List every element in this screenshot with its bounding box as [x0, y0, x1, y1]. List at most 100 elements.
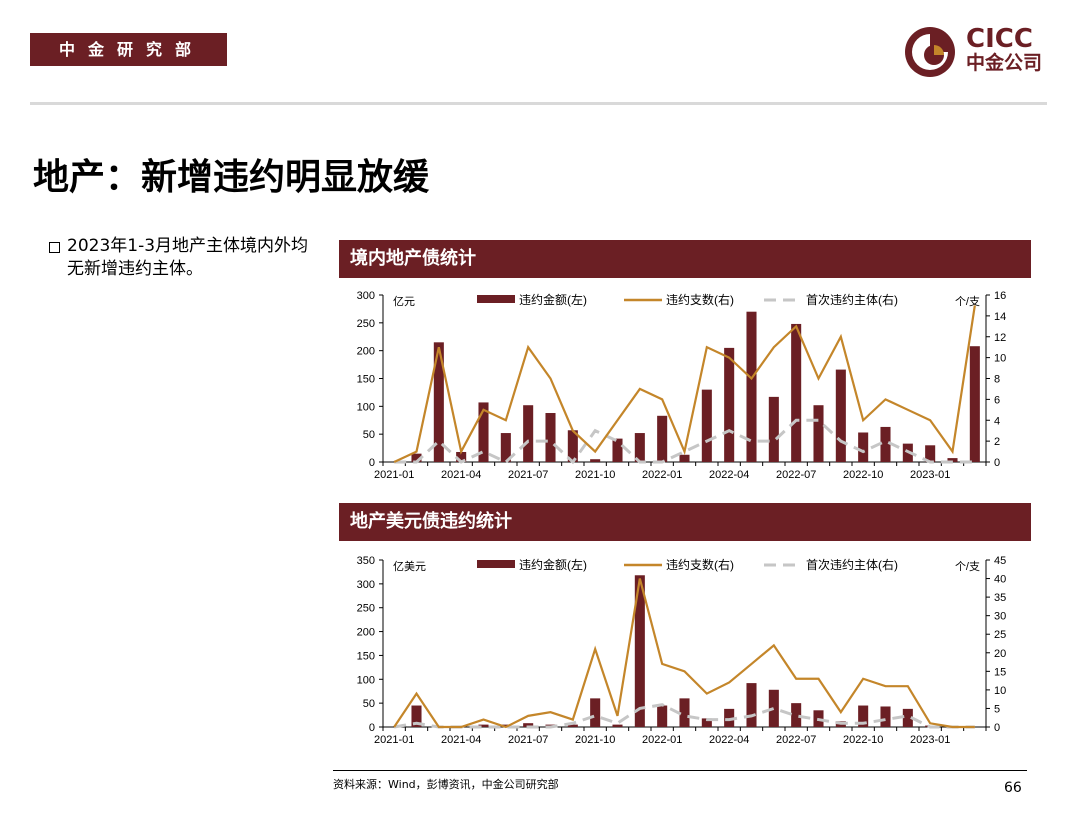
right-tick-label: 12 — [994, 332, 1006, 344]
bar — [724, 347, 735, 462]
bar — [791, 323, 802, 462]
bar — [500, 433, 511, 462]
right-tick-label: 0 — [994, 722, 1000, 734]
bar — [612, 438, 623, 462]
bar — [657, 705, 668, 727]
chart-domestic: 0 50 100 150 200 250 300 0 2 4 6 8 10 12 14 16 2021-01 20… — [357, 290, 1007, 481]
bar — [679, 454, 690, 462]
x-tick-label: 2022-01 — [642, 469, 682, 481]
x-tick-label: 2021-04 — [441, 734, 481, 746]
right-tick-label: 45 — [994, 555, 1006, 567]
dashed-line-series — [393, 703, 975, 729]
x-tick-label: 2022-10 — [843, 469, 883, 481]
legend-label-first-default: 首次违约主体(右) — [806, 557, 898, 572]
left-tick-label: 200 — [357, 627, 375, 639]
left-tick-label: 100 — [357, 674, 375, 686]
x-tick-label: 2022-01 — [642, 734, 682, 746]
x-tick-label: 2022-07 — [776, 734, 816, 746]
bar — [411, 453, 422, 462]
bar — [567, 724, 578, 727]
line-series — [393, 578, 975, 729]
left-tick-label: 350 — [357, 555, 375, 567]
bar — [902, 708, 913, 727]
bar — [880, 706, 891, 727]
x-tick-label: 2022-04 — [709, 469, 749, 481]
bar — [768, 689, 779, 727]
bar — [813, 405, 824, 462]
right-tick-label: 4 — [994, 415, 1000, 427]
left-tick-label: 150 — [357, 374, 375, 386]
bar — [746, 683, 757, 727]
bar — [925, 445, 936, 462]
department-tag: 中金研究部 — [30, 33, 227, 66]
x-tick-label: 2022-07 — [776, 469, 816, 481]
left-tick-label: 300 — [357, 579, 375, 591]
bar — [835, 369, 846, 462]
x-tick-label: 2021-07 — [508, 469, 548, 481]
right-tick-label: 20 — [994, 648, 1006, 660]
bar — [456, 451, 467, 462]
right-tick-label: 40 — [994, 574, 1006, 586]
right-tick-label: 14 — [994, 311, 1006, 323]
bar — [523, 723, 534, 727]
chart-usd: 0 50 100 150 200 250 300 350 0 5 10 15 20 25 30 35 40 45 2… — [357, 555, 1007, 746]
left-tick-label: 300 — [357, 290, 375, 302]
right-tick-label: 0 — [994, 457, 1000, 469]
bar — [590, 698, 601, 727]
x-tick-label: 2021-07 — [508, 734, 548, 746]
left-tick-label: 50 — [363, 698, 375, 710]
dashed-line-series — [394, 418, 975, 465]
bar — [545, 413, 556, 462]
left-tick-label: 100 — [357, 401, 375, 413]
right-unit-label: 个/支 — [955, 560, 980, 573]
bar — [634, 433, 645, 462]
legend-label-amount: 违约金额(左) — [519, 557, 587, 572]
bar — [478, 724, 489, 727]
bar — [724, 708, 735, 727]
left-tick-label: 0 — [369, 457, 375, 469]
x-tick-label: 2021-01 — [374, 469, 414, 481]
left-tick-label: 0 — [369, 722, 375, 734]
chart-domestic-title: 境内地产债统计 — [339, 240, 1031, 278]
bar — [590, 459, 601, 462]
bar — [612, 724, 623, 727]
x-tick-label: 2022-04 — [709, 734, 749, 746]
line-series — [393, 305, 976, 463]
bar — [858, 432, 869, 462]
right-tick-label: 6 — [994, 394, 1000, 406]
right-tick-label: 10 — [994, 353, 1006, 365]
bar — [433, 342, 444, 462]
legend-bar-swatch — [477, 295, 515, 303]
bar — [478, 402, 489, 462]
right-tick-label: 8 — [994, 374, 1000, 386]
bar — [746, 311, 757, 462]
logo-text-en: CICC — [966, 24, 1033, 54]
legend-label-count: 违约支数(右) — [666, 557, 734, 572]
bar — [634, 575, 645, 727]
right-tick-label: 25 — [994, 629, 1006, 641]
left-tick-label: 150 — [357, 650, 375, 662]
left-tick-label: 200 — [357, 346, 375, 358]
x-tick-label: 2022-10 — [843, 734, 883, 746]
bar — [701, 718, 712, 727]
bar — [768, 396, 779, 462]
right-tick-label: 2 — [994, 436, 1000, 448]
chart-usd-title: 地产美元债违约统计 — [339, 503, 1031, 541]
right-tick-label: 5 — [994, 703, 1000, 715]
footer-divider — [333, 770, 1027, 771]
right-unit-label: 个/支 — [955, 295, 980, 308]
bar — [657, 415, 668, 462]
bullet-square-icon — [49, 242, 60, 253]
bar — [880, 426, 891, 462]
bar — [523, 405, 534, 462]
bar — [679, 698, 690, 727]
cicc-logo-icon — [905, 27, 955, 77]
bar — [858, 705, 869, 727]
page-title: 地产：新增违约明显放缓 — [33, 157, 430, 198]
right-tick-label: 15 — [994, 666, 1006, 678]
x-tick-label: 2023-01 — [910, 469, 950, 481]
page-number: 66 — [1004, 780, 1022, 796]
left-unit-label: 亿元 — [393, 295, 415, 308]
bar — [701, 389, 712, 462]
bar — [567, 430, 578, 462]
